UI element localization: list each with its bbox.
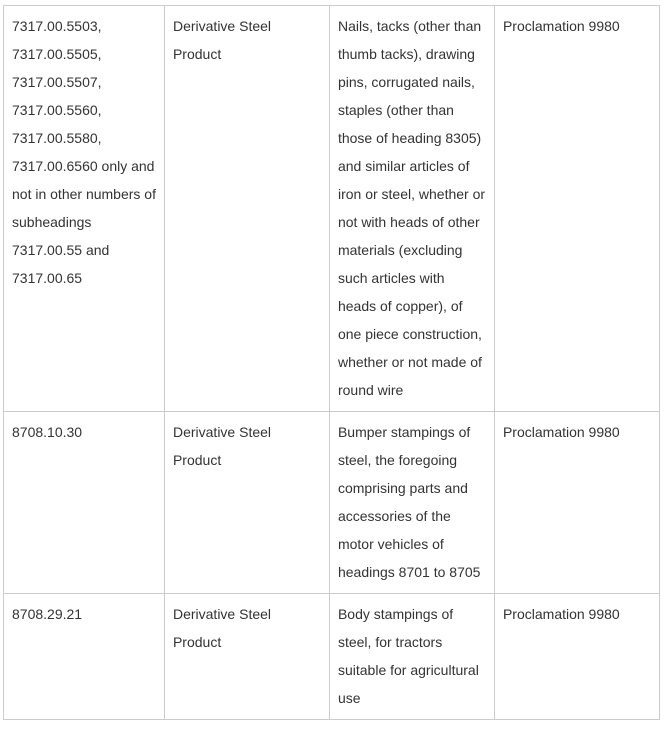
- description-text: Body stampings of steel, for tractors su…: [337, 606, 479, 706]
- authority-cell: Proclamation 9980: [493, 411, 661, 594]
- hts-code-cell: 7317.00.5503, 7317.00.5505, 7317.00.5507…: [3, 5, 165, 412]
- authority-cell: Proclamation 9980: [493, 593, 661, 720]
- description-cell: Bumper stampings of steel, the foregoing…: [328, 411, 495, 594]
- authority-cell: Proclamation 9980: [493, 5, 661, 412]
- hts-code-text: 7317.00.5503, 7317.00.5505, 7317.00.5507…: [12, 18, 156, 286]
- product-type-cell: Derivative Steel Product: [163, 5, 330, 412]
- description-cell: Nails, tacks (other than thumb tacks), d…: [328, 5, 495, 412]
- description-cell: Body stampings of steel, for tractors su…: [328, 593, 495, 720]
- table-row: 8708.10.30 Derivative Steel Product Bump…: [3, 411, 661, 594]
- hts-code-cell: 8708.29.21: [3, 593, 165, 720]
- product-type-text: Derivative Steel Product: [172, 606, 272, 650]
- table-row: 7317.00.5503, 7317.00.5505, 7317.00.5507…: [3, 5, 661, 412]
- authority-text: Proclamation 9980: [502, 18, 620, 34]
- product-type-cell: Derivative Steel Product: [163, 411, 330, 594]
- hts-code-cell: 8708.10.30: [3, 411, 165, 594]
- authority-text: Proclamation 9980: [502, 424, 620, 440]
- product-type-text: Derivative Steel Product: [172, 424, 272, 468]
- hts-code-text: 8708.10.30: [12, 424, 83, 440]
- description-text: Bumper stampings of steel, the foregoing…: [337, 424, 481, 580]
- description-text: Nails, tacks (other than thumb tacks), d…: [337, 18, 486, 398]
- product-type-cell: Derivative Steel Product: [163, 593, 330, 720]
- hts-code-text: 8708.29.21: [12, 606, 83, 622]
- product-type-text: Derivative Steel Product: [172, 18, 272, 62]
- authority-text: Proclamation 9980: [502, 606, 620, 622]
- derivative-steel-table: 7317.00.5503, 7317.00.5505, 7317.00.5507…: [3, 5, 661, 720]
- table-row: 8708.29.21 Derivative Steel Product Body…: [3, 593, 661, 720]
